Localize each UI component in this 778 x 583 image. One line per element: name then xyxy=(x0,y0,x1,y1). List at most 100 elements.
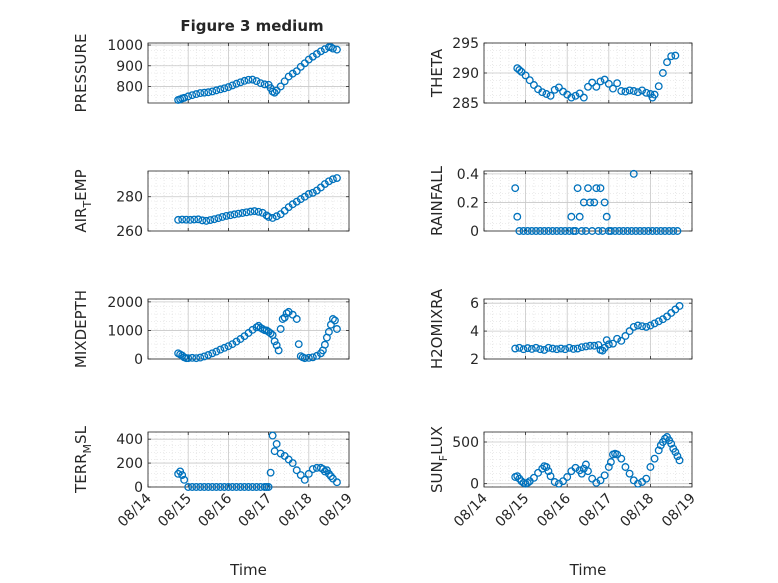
data-point xyxy=(665,227,674,235)
data-point xyxy=(515,343,524,352)
data-point xyxy=(613,450,622,459)
data-point xyxy=(318,465,327,474)
data-point xyxy=(200,88,209,97)
data-point xyxy=(648,227,657,235)
data-point xyxy=(638,86,647,95)
data-point xyxy=(210,215,219,224)
data-point xyxy=(316,47,325,56)
data-point xyxy=(208,349,217,358)
data-point xyxy=(513,212,522,221)
data-point xyxy=(224,342,233,351)
data-point xyxy=(581,460,590,469)
subplot-7: 08/14 08/15 08/16 08/17 08/18 08/19 0 200 400 TER… xyxy=(72,425,356,579)
data-point xyxy=(527,345,536,353)
data-point xyxy=(244,75,253,84)
data-point xyxy=(308,188,317,197)
data-point xyxy=(633,479,642,488)
data-point xyxy=(216,345,225,354)
subplot-6: 2 4 6 H2OMIXRA xyxy=(428,288,693,369)
data-point xyxy=(238,209,247,217)
data-point xyxy=(527,227,536,235)
data-point xyxy=(604,79,613,88)
data-point xyxy=(592,478,601,487)
data-point xyxy=(521,71,530,80)
data-point xyxy=(511,344,520,353)
data-point xyxy=(617,336,626,345)
data-point xyxy=(671,51,680,60)
data-point xyxy=(220,84,229,93)
data-point xyxy=(212,86,221,95)
data-point xyxy=(182,215,191,224)
data-point xyxy=(232,483,241,491)
data-point xyxy=(272,212,281,221)
data-point xyxy=(544,343,553,352)
data-point xyxy=(540,227,549,235)
data-point xyxy=(216,85,225,94)
data-point xyxy=(212,347,221,356)
y-axis-label: MIXDEPTH xyxy=(72,290,90,368)
data-point xyxy=(228,340,237,349)
data-point xyxy=(196,353,205,362)
data-point xyxy=(258,208,267,217)
data-point xyxy=(650,319,659,328)
subplot-3: 260 280 AIRTEMP xyxy=(72,169,350,240)
data-point xyxy=(266,329,275,338)
data-point xyxy=(606,227,615,235)
x-tick-label: 08/14 xyxy=(115,490,155,530)
data-point xyxy=(188,483,197,491)
x-tick-label: 08/16 xyxy=(195,490,235,530)
data-point xyxy=(644,227,653,235)
data-point xyxy=(584,184,592,193)
data-point xyxy=(276,449,285,458)
data-point xyxy=(584,467,592,476)
data-point xyxy=(332,45,341,54)
data-point xyxy=(567,212,576,221)
data-point xyxy=(596,476,605,485)
data-point xyxy=(548,227,557,235)
data-point xyxy=(552,345,561,354)
data-point xyxy=(188,91,197,100)
axes-frame xyxy=(147,298,350,360)
data-point xyxy=(563,473,572,481)
x-axis-label: Time xyxy=(569,561,607,579)
y-axis-label-main: MIXDEPTH xyxy=(72,290,90,368)
data-point xyxy=(673,452,682,461)
data-point xyxy=(272,341,281,350)
data-point xyxy=(544,467,553,476)
data-point xyxy=(617,87,626,95)
data-point xyxy=(636,227,644,235)
y-tick-label: 1000 xyxy=(107,323,143,339)
data-point xyxy=(650,90,659,99)
y-tick-label: 295 xyxy=(452,36,479,52)
data-point xyxy=(575,89,584,98)
data-point xyxy=(252,77,261,86)
data-point xyxy=(228,483,237,491)
data-point xyxy=(667,439,676,448)
x-tick-label: 08/19 xyxy=(659,491,699,531)
y-tick-label: 2 xyxy=(470,352,479,368)
data-point xyxy=(554,479,563,488)
y-axis-label: RAINFALL xyxy=(428,165,446,236)
data-point xyxy=(330,316,339,325)
data-point xyxy=(190,215,199,224)
data-point xyxy=(546,472,555,481)
data-point xyxy=(613,334,622,343)
y-axis-label-main: SUN xyxy=(428,461,446,493)
data-point xyxy=(248,75,257,84)
data-point xyxy=(654,317,663,326)
data-point xyxy=(654,446,663,455)
data-point xyxy=(304,190,313,198)
data-point xyxy=(673,227,682,235)
data-point xyxy=(320,340,329,349)
data-point xyxy=(244,483,253,491)
data-point xyxy=(550,478,559,486)
data-point xyxy=(667,52,676,61)
data-point xyxy=(194,215,203,224)
data-point xyxy=(292,315,301,323)
y-tick-label: 280 xyxy=(116,190,143,206)
data-point xyxy=(538,88,547,97)
y-axis-label-subscript: M xyxy=(81,444,94,454)
data-point xyxy=(270,88,279,97)
data-point xyxy=(328,315,337,323)
data-point xyxy=(619,227,628,235)
